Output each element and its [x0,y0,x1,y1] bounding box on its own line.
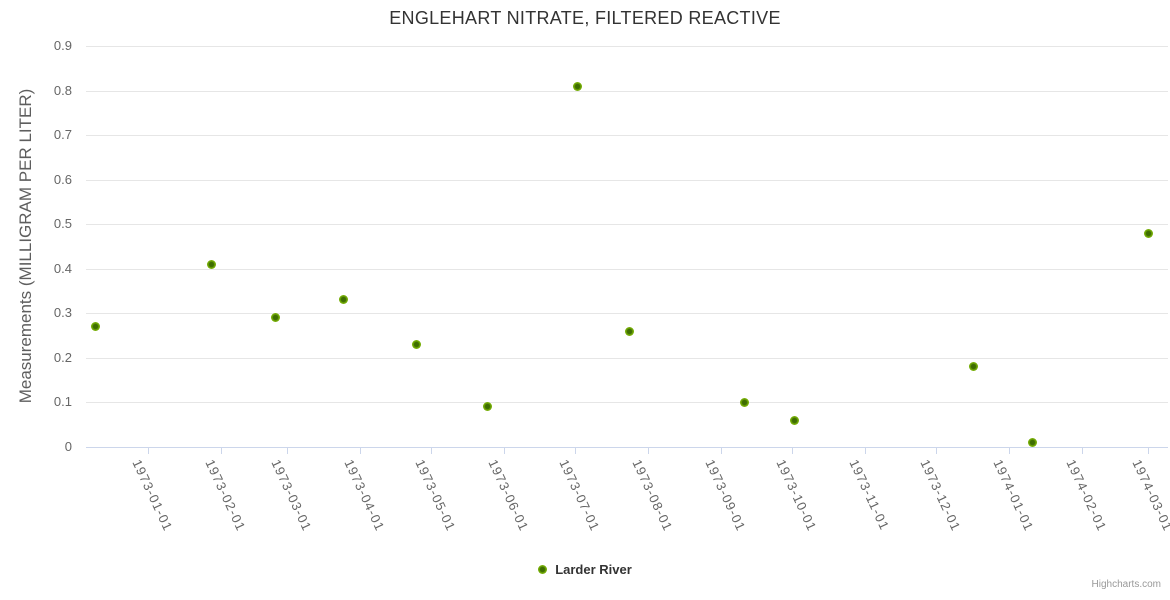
x-axis-tick-label: 1973-11-01 [846,457,893,533]
x-axis-tick [791,448,793,454]
y-gridline [86,135,1168,137]
x-axis-tick [147,448,149,454]
legend-marker-icon [538,565,548,574]
y-axis-tick-label: 0.2 [53,349,72,365]
x-axis-tick [1148,448,1150,454]
legend-label: Larder River [555,562,632,577]
y-gridline [86,90,1168,92]
y-gridline [86,224,1168,226]
x-axis-tick-label: 1974-01-01 [990,457,1037,534]
data-point[interactable] [483,402,493,412]
y-gridline [86,313,1168,315]
y-axis-tick-label: 0.3 [53,305,72,321]
y-axis-tick-label: 0.6 [53,171,72,187]
y-axis-tick-label: 0.7 [53,127,72,143]
x-axis-tick [430,448,432,454]
data-point[interactable] [1028,438,1038,448]
x-axis-tick [574,448,576,454]
y-gridline [86,46,1168,47]
x-axis-tick-label: 1973-04-01 [341,457,388,534]
x-axis-tick-label: 1973-02-01 [202,457,249,534]
x-axis-tick-label: 1974-02-01 [1063,457,1110,534]
x-axis-tick-label: 1973-05-01 [412,457,459,534]
y-gridline [86,268,1168,270]
y-gridline [86,357,1168,359]
x-axis-tick [504,448,506,454]
data-point[interactable] [412,340,422,350]
x-axis-line [86,447,1168,448]
x-axis-tick-label: 1973-09-01 [702,457,749,534]
x-axis-tick-label: 1973-07-01 [556,457,603,534]
highcharts-credits-link[interactable]: Highcharts.com [1091,579,1161,590]
y-axis-tick-label: 0 [64,439,72,454]
x-axis-tick [1082,448,1084,454]
data-point[interactable] [1143,228,1153,238]
data-point[interactable] [740,397,750,407]
x-axis-tick [286,448,288,454]
x-axis-tick-label: 1974-03-01 [1129,457,1170,534]
y-axis-tick-label: 0.5 [53,216,72,232]
data-point[interactable] [270,313,280,323]
x-axis-tick-label: 1973-01-01 [129,457,176,534]
legend-item-larder-river[interactable]: Larder River [0,562,1170,577]
x-axis-tick-label: 1973-06-01 [485,457,532,534]
data-point[interactable] [789,415,799,425]
data-point[interactable] [206,259,216,269]
y-gridline [86,402,1168,404]
x-axis-tick [935,448,937,454]
x-axis-tick [647,448,649,454]
data-point[interactable] [624,326,634,336]
y-axis-tick-label: 0.4 [53,260,72,276]
x-axis-tick-label: 1973-08-01 [629,457,676,534]
data-point[interactable] [339,295,349,305]
y-axis-tick-label: 0.9 [53,38,72,53]
data-point[interactable] [91,322,101,332]
y-axis-tick-label: 0.8 [53,82,72,98]
data-point[interactable] [969,362,979,372]
y-gridline [86,179,1168,181]
x-axis-tick-label: 1973-12-01 [917,457,964,534]
x-axis-tick [1009,448,1011,454]
x-axis-tick [360,448,362,454]
x-axis-tick-label: 1973-03-01 [268,457,315,534]
data-point[interactable] [572,81,582,91]
x-axis-tick [865,448,867,454]
x-axis-tick [220,448,222,454]
x-axis-tick-label: 1973-10-01 [773,457,820,534]
y-axis-tick-label: 0.1 [53,394,72,410]
x-axis-tick [721,448,723,454]
chart-title: ENGLEHART NITRATE, FILTERED REACTIVE [389,8,781,28]
